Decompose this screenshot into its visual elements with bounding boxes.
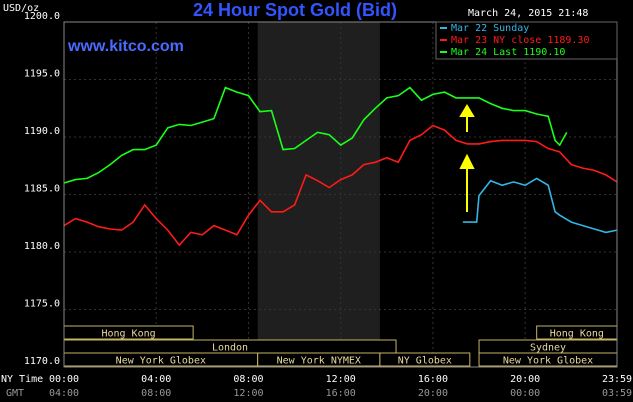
x-tick-label: 04:00 [141,374,171,385]
chart-title: 24 Hour Spot Gold (Bid) [193,0,397,20]
legend-label: Mar 24 Last 1190.10 [451,47,565,58]
arrows [459,104,475,212]
y-tick-label: 1180.0 [24,241,60,252]
x-tick-label: 00:00 [49,374,79,385]
x2-tick-label: 03:59 [602,388,632,399]
y-tick-label: 1190.0 [24,126,60,137]
x2-tick-label: 20:00 [418,388,448,399]
x2-tick-label: 04:00 [49,388,79,399]
x-tick-label: 12:00 [326,374,356,385]
legend-box [435,21,618,60]
series-line [462,177,618,234]
x2-tick-label: 08:00 [141,388,171,399]
session-label: Sydney [530,343,566,354]
y-tick-label: 1175.0 [24,299,60,310]
x-tick-label: 20:00 [510,374,540,385]
y-tick-label: 1195.0 [24,69,60,80]
session-label: New York NYMEX [277,356,361,367]
x-axis-label: NY Time [1,374,43,385]
x-tick-label: 16:00 [418,374,448,385]
session-label: Hong Kong [550,329,604,340]
legend-label: Mar 23 NY close 1189.30 [451,35,589,46]
y-axis-label: USD/oz [3,3,39,14]
session-label: NY Globex [398,356,452,367]
x2-axis-label: GMT [6,388,24,399]
shade-layer [257,22,380,367]
y-tick-label: 1185.0 [24,184,60,195]
x-tick-label: 08:00 [233,374,263,385]
x-tick-label: 23:59 [602,374,632,385]
session-box [379,352,471,367]
x2-tick-label: 00:00 [510,388,540,399]
legend-label: Mar 22 Sunday [451,23,529,34]
session-shade [257,22,380,367]
session-label: New York Globex [116,356,206,367]
subtitle: www.kitco.com [67,38,184,55]
line-layer [63,86,618,247]
plot-frame [63,21,618,368]
session-label: London [212,343,248,354]
y-tick-label: 1200.0 [24,11,60,22]
x2-tick-label: 12:00 [233,388,263,399]
x2-tick-label: 16:00 [326,388,356,399]
session-label: Hong Kong [101,329,155,340]
series-line [63,124,618,247]
session-label: New York Globex [503,356,593,367]
timestamp: March 24, 2015 21:48 [468,8,588,19]
series-line [63,86,568,184]
y-tick-label: 1170.0 [24,356,60,367]
